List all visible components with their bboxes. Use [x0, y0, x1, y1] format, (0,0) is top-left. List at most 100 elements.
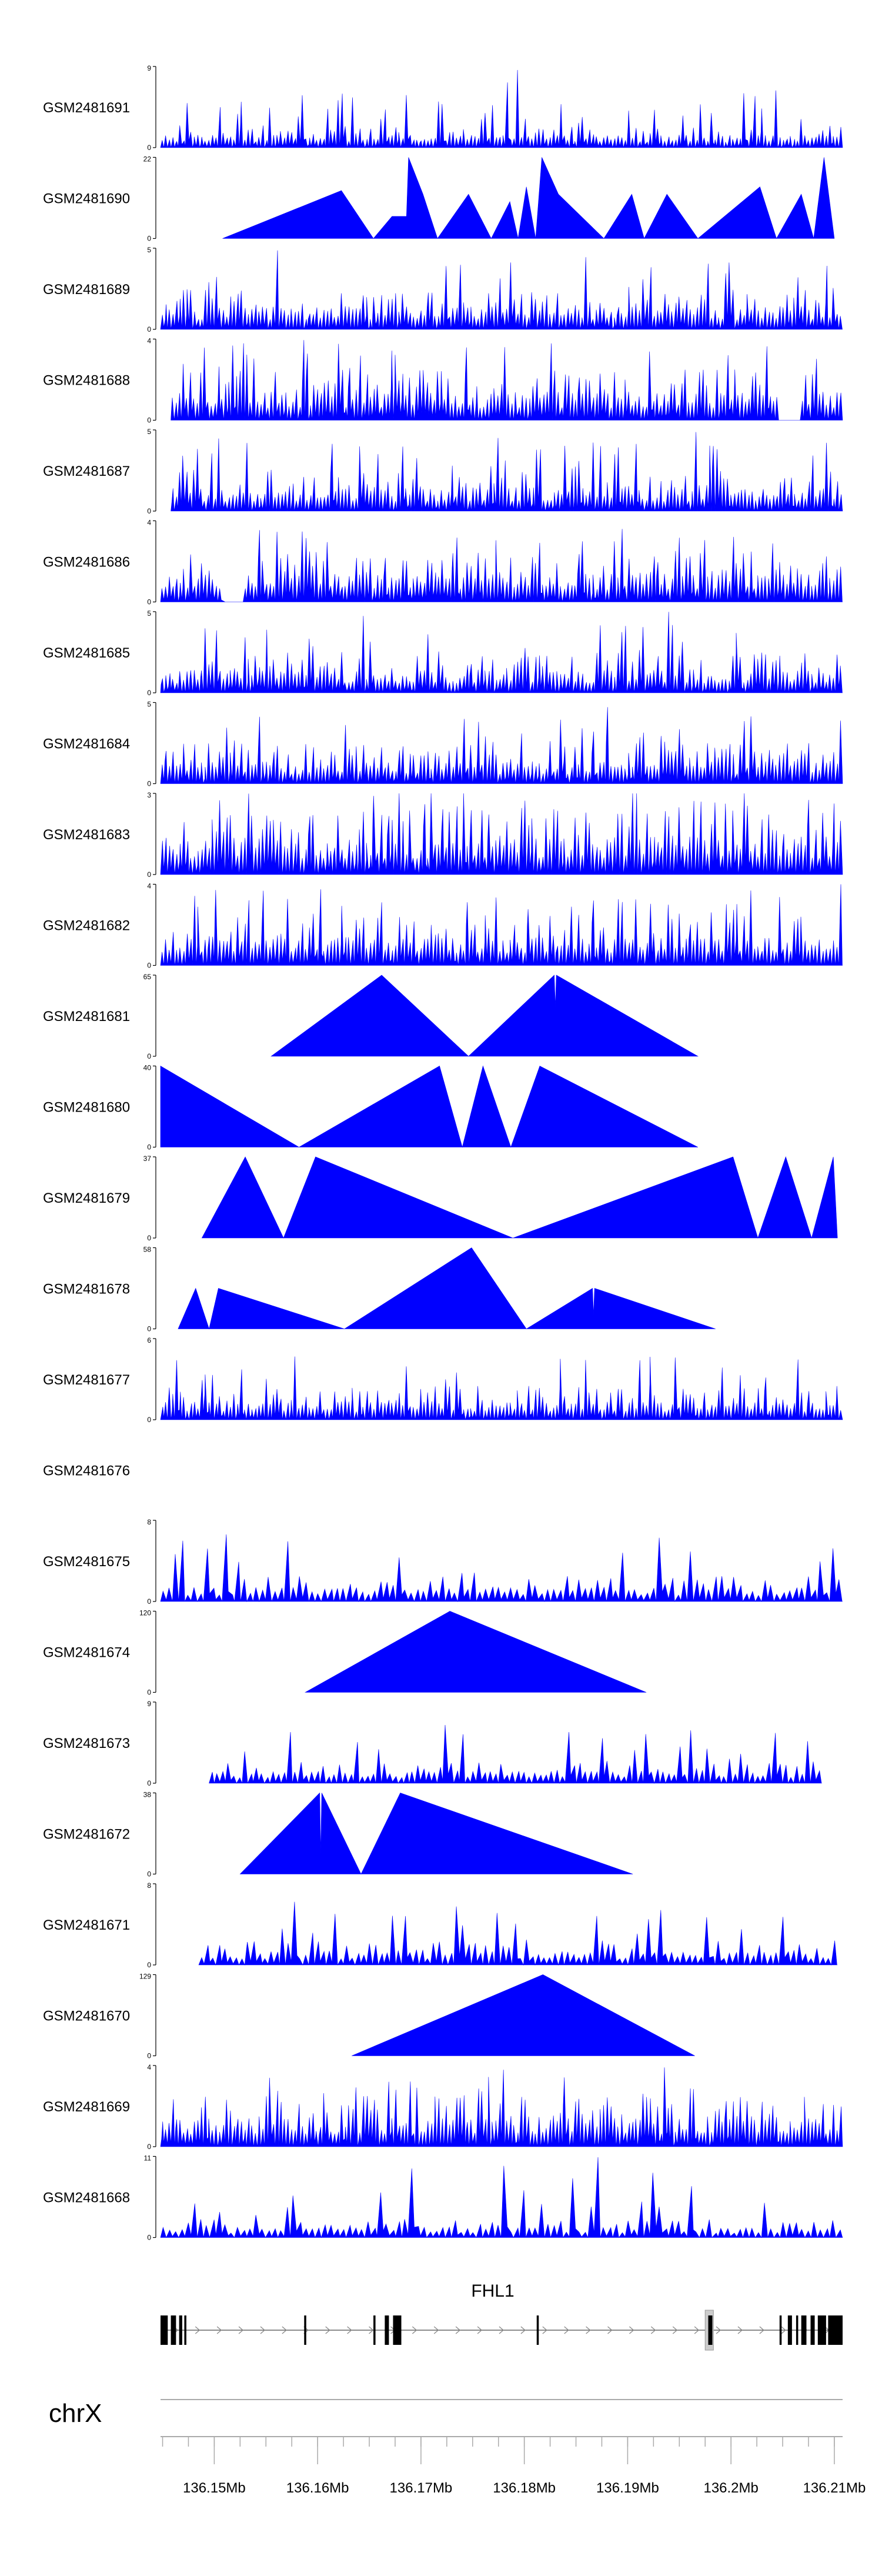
coverage-area [201, 1156, 838, 1239]
y-axis-max-label: 38 [143, 1791, 152, 1799]
strand-arrow [499, 2326, 504, 2334]
y-axis-max-label: 9 [147, 1700, 151, 1708]
strand-arrow [564, 2326, 569, 2334]
y-axis-min-label: 0 [147, 870, 151, 879]
track-label: GSM2481669 [43, 2099, 130, 2115]
track-label: GSM2481687 [43, 463, 130, 479]
strand-arrow [586, 2326, 591, 2334]
coverage-area [160, 250, 843, 330]
gene-exon [828, 2315, 843, 2345]
y-axis-min-label: 0 [147, 2143, 151, 2151]
track-GSM2481690: GSM2481690 22 0 [43, 155, 835, 243]
coverage-area [160, 793, 843, 875]
track-GSM2481686: GSM2481686 4 0 [43, 519, 843, 606]
track-GSM2481689: GSM2481689 5 0 [43, 246, 843, 333]
y-axis-min-label: 0 [147, 1961, 151, 1969]
genome-axis: chrX 136.15Mb 136.16Mb 136.17Mb 136.18Mb 136… [49, 2399, 866, 2496]
strand-arrow [282, 2326, 287, 2334]
y-axis-max-label: 5 [147, 700, 151, 709]
coverage-area [160, 707, 843, 784]
strand-arrow [672, 2326, 678, 2334]
coverage-area [239, 1792, 633, 1875]
coverage-area [160, 1065, 699, 1148]
axis-tick-label: 136.16Mb [286, 2480, 349, 2496]
gene-exon [304, 2315, 306, 2345]
strand-arrow [737, 2326, 743, 2334]
gene-exon [393, 2315, 402, 2345]
track-GSM2481684: GSM2481684 5 0 [43, 700, 843, 788]
track-GSM2481668: GSM2481668 11 0 [43, 2154, 843, 2242]
y-axis-min-label: 0 [147, 1143, 151, 1152]
gene-exon [184, 2315, 186, 2345]
track-GSM2481679: GSM2481679 37 0 [43, 1154, 838, 1242]
strand-arrow [477, 2326, 483, 2334]
track-GSM2481669: GSM2481669 4 0 [43, 2063, 843, 2151]
track-GSM2481675: GSM2481675 8 0 [43, 1518, 843, 1606]
track-label: GSM2481688 [43, 373, 130, 389]
strand-arrow [260, 2326, 265, 2334]
axis-tick-label: 136.2Mb [703, 2480, 758, 2496]
track-label: GSM2481679 [43, 1190, 130, 1206]
strand-arrow [629, 2326, 634, 2334]
axis-tick-label: 136.21Mb [803, 2480, 866, 2496]
axis-tick-label: 136.18Mb [493, 2480, 556, 2496]
y-axis-max-label: 4 [147, 519, 151, 527]
track-label: GSM2481676 [43, 1463, 130, 1479]
strand-arrow [369, 2326, 374, 2334]
y-axis-min-label: 0 [147, 689, 151, 697]
track-label: GSM2481684 [43, 736, 130, 752]
track-GSM2481671: GSM2481671 8 0 [43, 1881, 838, 1969]
y-axis-min-label: 0 [147, 2052, 151, 2060]
track-GSM2481680: GSM2481680 40 0 [43, 1064, 699, 1152]
track-GSM2481672: GSM2481672 38 0 [43, 1791, 633, 1878]
track-label: GSM2481671 [43, 1917, 130, 1933]
gene-exon [787, 2315, 792, 2345]
coverage-area [160, 2157, 843, 2238]
gene-exon [179, 2315, 182, 2345]
y-axis-min-label: 0 [147, 598, 151, 606]
gene-exon [708, 2315, 713, 2345]
track-GSM2481674: GSM2481674 120 0 [43, 1609, 647, 1697]
axis-tick-label: 136.15Mb [183, 2480, 246, 2496]
y-axis-min-label: 0 [147, 144, 151, 152]
strand-arrow [238, 2326, 244, 2334]
strand-arrow [216, 2326, 222, 2334]
strand-arrow [433, 2326, 439, 2334]
track-label: GSM2481670 [43, 2008, 130, 2024]
track-GSM2481688: GSM2481688 4 0 [43, 337, 843, 425]
track-GSM2481673: GSM2481673 9 0 [43, 1700, 822, 1787]
coverage-area [160, 884, 843, 966]
chromosome-label: chrX [49, 2399, 102, 2428]
track-label: GSM2481685 [43, 645, 130, 661]
y-axis-max-label: 129 [139, 1973, 151, 1981]
coverage-area [160, 529, 843, 602]
strand-arrow [759, 2326, 764, 2334]
track-label: GSM2481689 [43, 282, 130, 298]
y-axis-min-label: 0 [147, 2234, 151, 2242]
track-label: GSM2481672 [43, 1827, 130, 1843]
y-axis-min-label: 0 [147, 1689, 151, 1697]
gene-exon [779, 2315, 782, 2345]
y-axis-min-label: 0 [147, 416, 151, 425]
track-label: GSM2481683 [43, 827, 130, 843]
track-label: GSM2481680 [43, 1100, 130, 1116]
gene-exon [385, 2315, 389, 2345]
y-axis-max-label: 120 [139, 1609, 151, 1617]
coverage-area [270, 975, 699, 1057]
gene-track: FHL1 [161, 2281, 843, 2351]
y-axis-min-label: 0 [147, 325, 151, 333]
y-axis-max-label: 22 [143, 155, 152, 163]
y-axis-min-label: 0 [147, 235, 151, 243]
strand-arrow [412, 2326, 417, 2334]
y-axis-max-label: 40 [143, 1064, 152, 1072]
coverage-area [160, 69, 843, 149]
coverage-area [160, 2067, 843, 2147]
gene-exon [161, 2315, 168, 2345]
y-axis-min-label: 0 [147, 1870, 151, 1878]
track-GSM2481676: GSM2481676 [43, 1463, 130, 1479]
y-axis-min-label: 0 [147, 1779, 151, 1787]
track-GSM2481691: GSM2481691 9 0 [43, 64, 843, 152]
track-label: GSM2481686 [43, 555, 130, 570]
y-axis-max-label: 4 [147, 337, 151, 345]
track-label: GSM2481677 [43, 1372, 130, 1388]
